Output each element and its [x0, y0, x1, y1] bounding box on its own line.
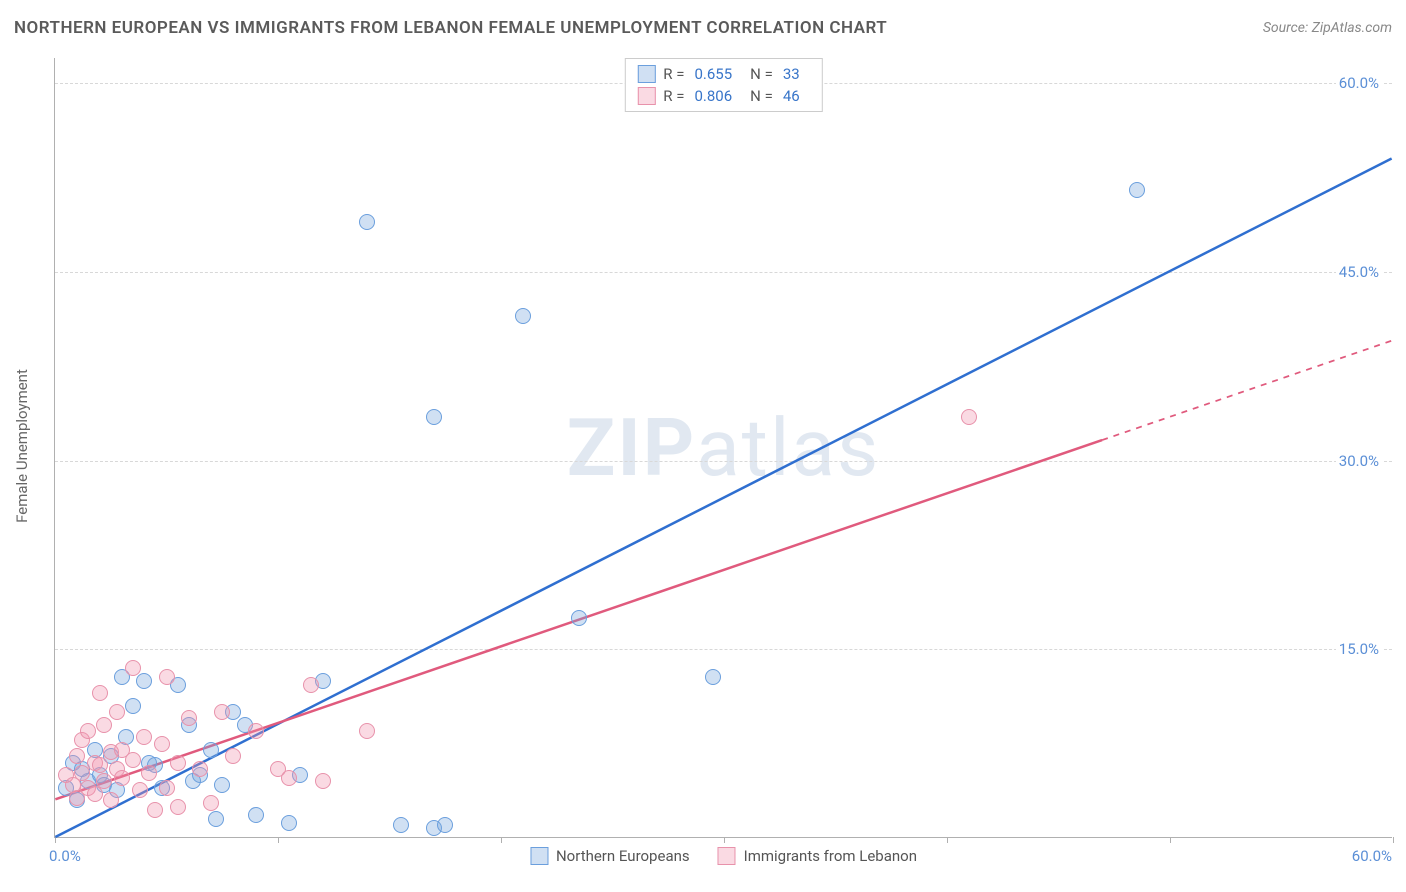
scatter-point [141, 765, 157, 781]
scatter-point [103, 792, 119, 808]
scatter-point [393, 817, 409, 833]
scatter-point [705, 669, 721, 685]
x-tick [501, 837, 502, 843]
scatter-point [315, 773, 331, 789]
r-value-1: 0.806 [694, 87, 732, 105]
r-value-0: 0.655 [694, 65, 732, 83]
scatter-point [437, 817, 453, 833]
x-tick [278, 837, 279, 843]
scatter-point [109, 704, 125, 720]
n-label: N = [750, 65, 773, 83]
scatter-point [214, 777, 230, 793]
scatter-point [192, 761, 208, 777]
scatter-point [154, 736, 170, 752]
chart-title: NORTHERN EUROPEAN VS IMMIGRANTS FROM LEB… [14, 18, 887, 38]
legend-label-ne: Northern Europeans [556, 847, 690, 865]
scatter-point [426, 409, 442, 425]
x-min-label: 0.0% [49, 847, 81, 865]
scatter-point [96, 773, 112, 789]
scatter-point [961, 409, 977, 425]
legend-row-1: R = 0.806 N = 46 [637, 85, 809, 107]
scatter-point [69, 748, 85, 764]
legend-item-ne: Northern Europeans [530, 847, 690, 865]
chart-header: NORTHERN EUROPEAN VS IMMIGRANTS FROM LEB… [14, 18, 1392, 38]
regression-lines [55, 58, 1392, 837]
x-tick [947, 837, 948, 843]
scatter-point [125, 660, 141, 676]
scatter-point [225, 748, 241, 764]
scatter-point [136, 673, 152, 689]
scatter-point [359, 723, 375, 739]
scatter-point [114, 770, 130, 786]
legend-label-leb: Immigrants from Lebanon [744, 847, 917, 865]
scatter-point [248, 807, 264, 823]
scatter-point [170, 799, 186, 815]
scatter-point [136, 729, 152, 745]
legend-swatch-ne-icon [530, 847, 548, 865]
scatter-point [132, 782, 148, 798]
scatter-point [147, 802, 163, 818]
source-label: Source: ZipAtlas.com [1263, 20, 1392, 36]
scatter-point [74, 765, 90, 781]
r-label: R = [663, 65, 684, 83]
scatter-point [571, 610, 587, 626]
x-tick [1170, 837, 1171, 843]
scatter-point [203, 742, 219, 758]
scatter-point [92, 757, 108, 773]
scatter-point [303, 677, 319, 693]
n-label: N = [750, 87, 773, 105]
legend-item-leb: Immigrants from Lebanon [718, 847, 917, 865]
scatter-point [248, 723, 264, 739]
x-max-label: 60.0% [1352, 847, 1392, 865]
scatter-point [80, 723, 96, 739]
y-axis-title: Female Unemployment [13, 369, 31, 523]
plot-area: ZIPatlas 15.0%30.0%45.0%60.0% R = 0.655 … [54, 58, 1392, 838]
legend-row-0: R = 0.655 N = 33 [637, 63, 809, 85]
n-value-0: 33 [783, 65, 800, 83]
n-value-1: 46 [783, 87, 800, 105]
scatter-point [125, 698, 141, 714]
scatter-point [281, 815, 297, 831]
r-label: R = [663, 87, 684, 105]
series-legend: Northern Europeans Immigrants from Leban… [530, 847, 917, 865]
scatter-point [359, 214, 375, 230]
scatter-point [125, 752, 141, 768]
scatter-point [214, 704, 230, 720]
scatter-point [515, 308, 531, 324]
scatter-point [181, 710, 197, 726]
scatter-point [159, 669, 175, 685]
legend-swatch-leb-icon [718, 847, 736, 865]
legend-swatch-leb [637, 87, 655, 105]
scatter-point [208, 811, 224, 827]
scatter-point [159, 780, 175, 796]
correlation-legend: R = 0.655 N = 33 R = 0.806 N = 46 [624, 58, 822, 112]
x-tick [724, 837, 725, 843]
scatter-point [203, 795, 219, 811]
x-tick [1393, 837, 1394, 843]
legend-swatch-ne [637, 65, 655, 83]
scatter-point [1129, 182, 1145, 198]
scatter-point [92, 685, 108, 701]
scatter-point [170, 755, 186, 771]
scatter-point [281, 770, 297, 786]
regression-line-dashed [1102, 341, 1392, 440]
scatter-point [96, 717, 112, 733]
